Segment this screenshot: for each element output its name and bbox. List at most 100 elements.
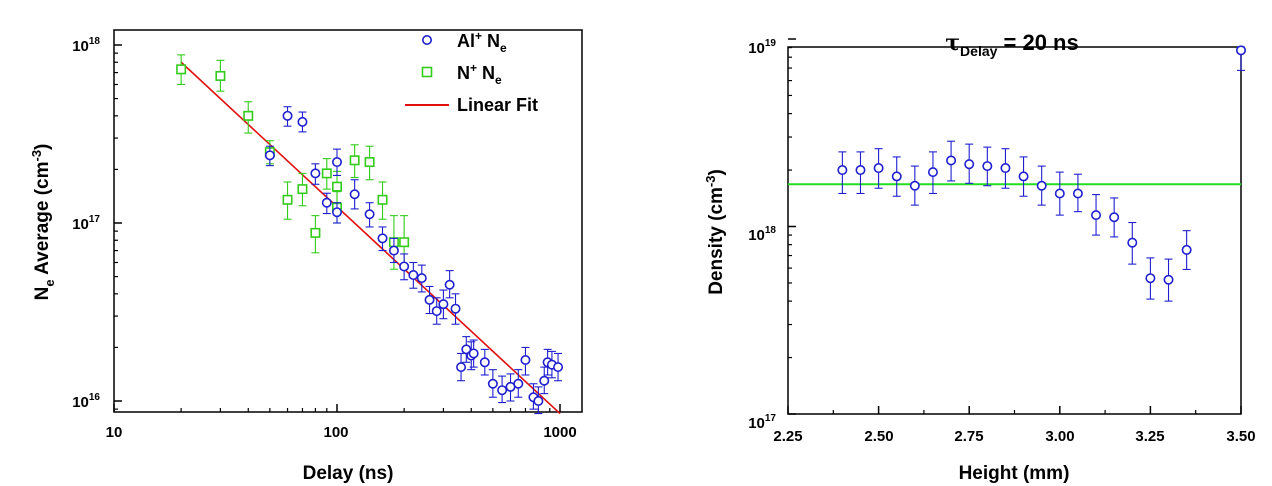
al-ion-point — [424, 285, 435, 315]
density-point — [1091, 194, 1102, 236]
legend-al-marker — [421, 34, 432, 45]
al-ion-point — [438, 289, 449, 320]
left-ytick-label-1e18: 1018 — [72, 36, 100, 55]
left-legend: Al+ Ne N+ Ne Linear Fit — [405, 29, 538, 115]
legend-fit-label: Linear Fit — [457, 95, 538, 115]
right-ytick-label-1e19: 1019 — [748, 38, 776, 57]
al-ion-point — [331, 148, 342, 176]
al-ion-point — [297, 111, 308, 133]
al-ion-point — [310, 163, 321, 185]
right-density-series — [837, 45, 1247, 302]
density-point-marker — [1127, 237, 1138, 248]
al-ion-point-marker — [364, 209, 375, 220]
al-ion-point — [487, 369, 498, 398]
density-point-marker — [946, 155, 957, 166]
al-ion-point — [553, 352, 564, 382]
n-ion-point-marker — [399, 237, 410, 248]
left-y-axis-label: Ne Average (cm-3) — [29, 144, 57, 301]
al-ion-point-marker — [408, 270, 419, 281]
al-ion-point-marker — [479, 357, 490, 368]
density-point — [891, 156, 902, 197]
density-point-marker — [1181, 244, 1192, 255]
al-ion-point — [456, 352, 467, 382]
density-point — [1236, 45, 1247, 71]
al-ion-point-marker — [520, 354, 531, 365]
al-ion-point — [364, 202, 375, 228]
al-ion-point-marker — [444, 279, 455, 290]
al-ion-point-marker — [399, 261, 410, 272]
right-chart: 2.25 2.50 2.75 3.00 3.25 3.50 1017 1018 … — [703, 30, 1256, 484]
density-point-marker — [1145, 273, 1156, 284]
al-ion-point-marker — [349, 189, 360, 200]
density-point-marker — [837, 165, 848, 176]
al-ion-point — [520, 346, 531, 376]
al-ion-point — [450, 293, 461, 325]
al-ion-point-marker — [310, 168, 321, 179]
al-ion-point — [497, 375, 508, 404]
al-ion-point-marker — [431, 306, 442, 317]
density-point-marker — [855, 165, 866, 176]
n-ion-point-marker — [321, 168, 332, 179]
density-point — [873, 148, 884, 189]
legend-n-marker — [421, 66, 433, 78]
right-ytick-label-1e18: 1018 — [748, 225, 776, 244]
density-point — [1163, 258, 1174, 302]
n-ion-point-marker — [364, 157, 375, 168]
al-ion-point-marker — [264, 150, 275, 161]
al-ion-point — [264, 145, 275, 167]
left-ytick-label-1e16: 1016 — [72, 392, 100, 411]
density-point-marker — [891, 171, 902, 182]
density-point — [946, 140, 957, 182]
density-point — [1072, 173, 1083, 213]
density-point-marker — [1072, 188, 1083, 199]
al-ion-point — [479, 348, 490, 376]
right-xtick-label-3.25: 3.25 — [1135, 428, 1164, 445]
density-point-marker — [873, 163, 884, 174]
density-point — [909, 165, 920, 206]
density-point-marker — [1236, 45, 1247, 56]
n-ion-point — [377, 181, 388, 220]
n-ion-point-marker — [215, 70, 226, 81]
al-ion-point — [331, 202, 342, 224]
al-ion-point — [416, 264, 427, 293]
density-point — [1145, 257, 1156, 300]
density-point — [927, 151, 938, 195]
n-ion-point — [243, 101, 254, 134]
left-x-axis-label: Delay (ns) — [303, 463, 394, 484]
al-ion-point-marker — [331, 207, 342, 218]
al-ion-point-marker — [468, 348, 479, 359]
right-x-axis-label: Height (mm) — [959, 463, 1070, 484]
density-point — [1036, 165, 1047, 206]
density-point — [1181, 230, 1192, 271]
al-ion-point-marker — [424, 294, 435, 305]
n-ion-point — [215, 59, 226, 92]
al-ion-point — [408, 261, 419, 289]
density-point-marker — [1054, 188, 1065, 199]
right-xtick-label-2.75: 2.75 — [954, 428, 983, 445]
density-point-marker — [982, 161, 993, 172]
n-ion-point-marker — [282, 194, 293, 205]
right-xtick-label-3.00: 3.00 — [1045, 428, 1074, 445]
al-ion-point — [513, 369, 524, 398]
al-ion-point-marker — [487, 378, 498, 389]
n-ion-point-marker — [243, 110, 254, 121]
al-ion-point-marker — [416, 273, 427, 284]
right-chart-title: τDelay = 20 ns — [945, 30, 1079, 59]
al-ion-point-marker — [297, 116, 308, 127]
al-ion-point — [444, 270, 455, 299]
legend-n-label: N+ Ne — [457, 61, 502, 87]
al-ion-point-marker — [377, 233, 388, 244]
n-ion-point — [282, 181, 293, 220]
al-ion-point-marker — [331, 157, 342, 168]
n-ion-point-marker — [349, 155, 360, 166]
n-ion-point-marker — [377, 194, 388, 205]
al-ion-point — [282, 106, 293, 127]
n-ion-point-marker — [297, 184, 308, 195]
density-point-marker — [909, 180, 920, 191]
left-xtick-label-1000: 1000 — [543, 424, 576, 441]
density-point-marker — [1018, 171, 1029, 182]
left-ytick-label-1e17: 1017 — [72, 214, 100, 233]
al-ion-point — [533, 386, 544, 415]
right-xtick-label-2.25: 2.25 — [773, 428, 802, 445]
